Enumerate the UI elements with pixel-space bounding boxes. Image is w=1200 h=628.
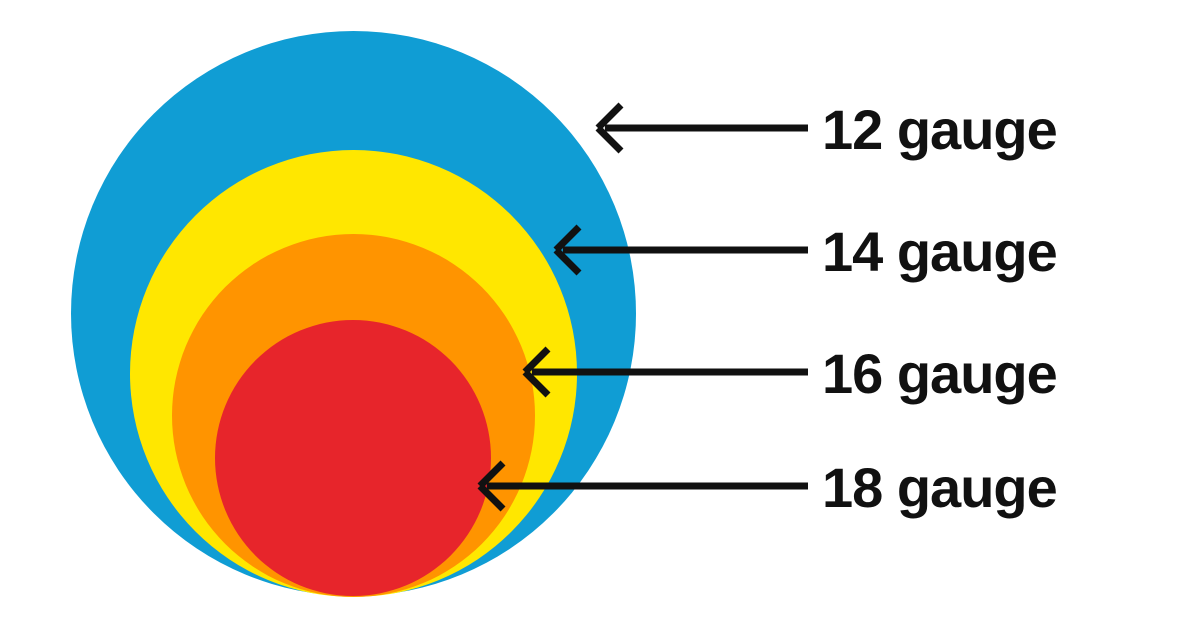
gauge-12-label: 12 gauge [822,97,1057,162]
gauge-16-label: 16 gauge [822,341,1057,406]
arrow-12 [598,105,808,151]
gauge-14-label: 14 gauge [822,219,1057,284]
gauge-18-circle [215,320,491,596]
gauge-18-label: 18 gauge [822,455,1057,520]
